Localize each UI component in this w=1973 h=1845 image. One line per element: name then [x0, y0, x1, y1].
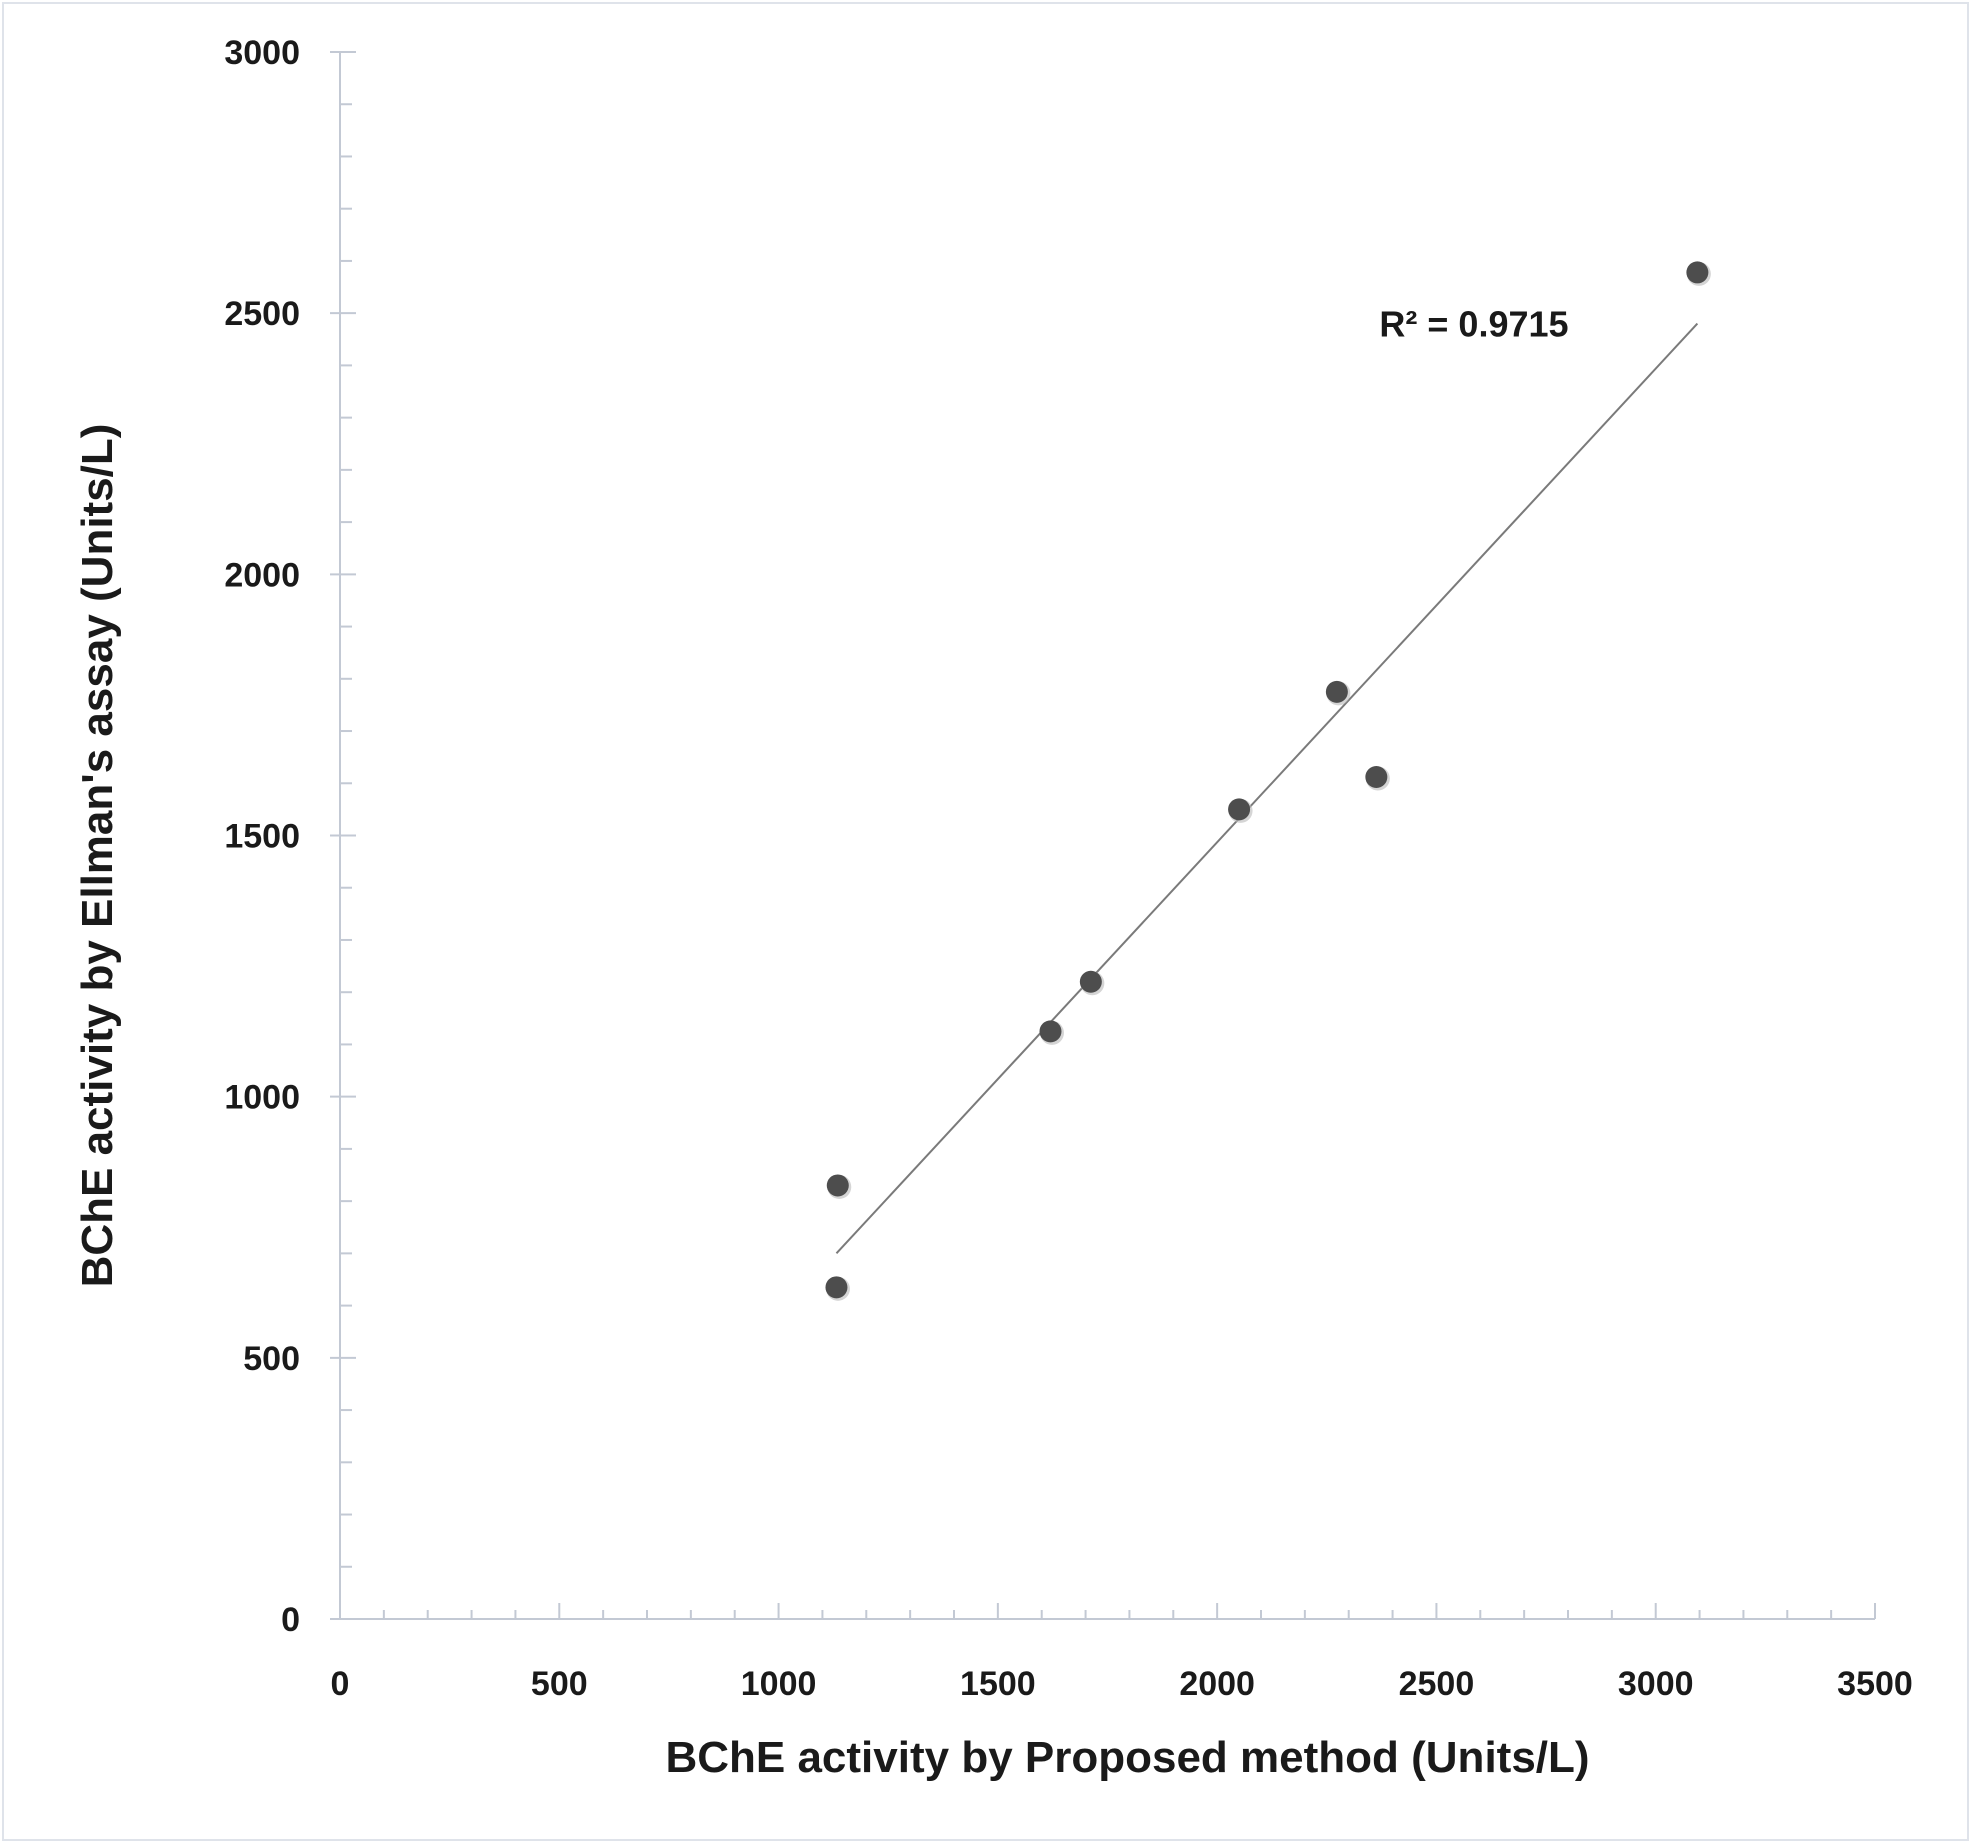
y-tick-label: 500	[243, 1340, 300, 1378]
x-tick-label: 3000	[1618, 1665, 1694, 1703]
x-tick-label: 1000	[741, 1665, 817, 1703]
data-point	[1325, 680, 1348, 703]
x-axis-title: BChE activity by Proposed method (Units/…	[665, 1733, 1589, 1782]
data-point	[1228, 798, 1251, 821]
data-point	[1039, 1020, 1062, 1043]
r-squared-annotation: R² = 0.9715	[1379, 304, 1568, 345]
data-point	[1365, 765, 1388, 788]
data-points	[825, 261, 1711, 1301]
data-point	[1079, 970, 1102, 993]
x-tick-label: 1500	[960, 1665, 1036, 1703]
axes	[339, 52, 1875, 1620]
y-tick-label: 2500	[224, 295, 300, 333]
x-tick-label: 500	[531, 1665, 588, 1703]
y-tick-label: 1000	[224, 1079, 300, 1117]
ticks	[330, 51, 1876, 1620]
data-point	[826, 1174, 849, 1197]
y-axis-title: BChE activity by Ellman's assay (Units/L…	[73, 424, 122, 1288]
y-tick-label: 1500	[224, 818, 300, 856]
x-tick-label: 3500	[1837, 1665, 1913, 1703]
y-tick-label: 0	[281, 1601, 300, 1639]
y-tick-label: 3000	[224, 34, 300, 72]
data-point	[1686, 261, 1709, 284]
data-point	[825, 1276, 848, 1299]
x-tick-label: 2500	[1399, 1665, 1475, 1703]
trendline	[835, 322, 1699, 1255]
x-tick-label: 2000	[1179, 1665, 1255, 1703]
x-tick-label: 0	[331, 1665, 350, 1703]
tick-labels: 0 500 1000 1500 2000 2500 3000 3500 0 500 1000 1500…	[224, 34, 1912, 1703]
y-tick-label: 2000	[224, 556, 300, 594]
